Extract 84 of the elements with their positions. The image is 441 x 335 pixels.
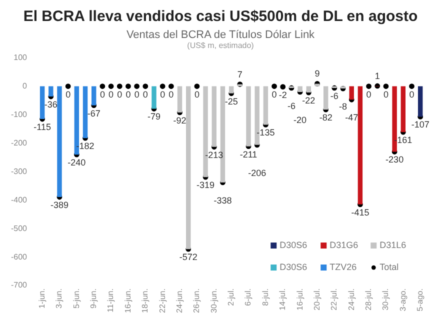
- data-label: 0: [168, 89, 174, 100]
- data-label: 0: [409, 89, 414, 100]
- data-label: -230: [386, 154, 404, 165]
- x-tick-label: 8-jul.: [260, 288, 270, 306]
- data-label: -36: [44, 100, 58, 110]
- x-tick-label: 2-jul.: [226, 288, 236, 306]
- data-label: -338: [214, 195, 232, 206]
- data-label: -240: [68, 158, 86, 168]
- data-label: 0: [66, 89, 71, 100]
- x-tick-label: 5-ago.: [416, 288, 425, 312]
- legend-label: D30S6: [280, 240, 308, 250]
- data-label: -115: [34, 122, 51, 132]
- data-label: -389: [50, 200, 68, 210]
- chart-title: El BCRA lleva vendidos casi US$500m de DL en agosto: [22, 8, 419, 25]
- data-label: 0: [134, 89, 140, 100]
- x-tick-label: 24-jun.: [174, 288, 184, 314]
- y-tick-label: -500: [10, 224, 28, 233]
- data-label: 0: [366, 89, 372, 100]
- data-label: -47: [345, 112, 358, 123]
- legend-label: D31G6: [330, 240, 358, 250]
- y-tick-label: -700: [10, 280, 28, 290]
- data-label: -2: [278, 90, 287, 100]
- data-label: -79: [147, 112, 161, 122]
- legend-label: D31L6: [380, 240, 406, 250]
- y-tick-label: 0: [22, 81, 28, 90]
- x-tick-label: 28-jul.: [364, 288, 373, 310]
- data-label: 0: [108, 89, 114, 100]
- x-tick-label: 5-jun.: [72, 288, 81, 309]
- x-tick-label: 24-jul.: [346, 288, 356, 310]
- data-label: -25: [224, 96, 238, 106]
- x-tick-label: 18-jun.: [140, 288, 150, 314]
- data-label: -67: [87, 108, 100, 118]
- x-tick-label: 14-jul.: [278, 288, 288, 310]
- x-tick-label: 1-jun.: [38, 288, 47, 309]
- data-label: 0: [383, 89, 388, 100]
- data-label: 9: [314, 68, 320, 79]
- x-tick-label: 11-jun.: [106, 288, 116, 312]
- data-label: -572: [179, 252, 198, 262]
- legend-label: Total: [380, 262, 399, 272]
- data-label: -92: [173, 115, 186, 126]
- data-label: -20: [294, 114, 307, 125]
- data-label: -6: [330, 90, 338, 101]
- x-tick-label: 3-ago.: [398, 288, 408, 312]
- x-tick-label: 16-jun.: [123, 288, 132, 314]
- y-tick-label: -600: [10, 252, 28, 262]
- data-label: 0: [160, 89, 166, 100]
- x-tick-label: 20-jul.: [312, 288, 322, 310]
- x-tick-label: 22-jun.: [158, 288, 167, 314]
- x-tick-label: 30-jul.: [381, 288, 390, 310]
- y-tick-label: -400: [10, 195, 28, 204]
- y-tick-label: -100: [10, 110, 28, 119]
- chart-subtitle: Ventas del BCRA de Títulos Dólar Link: [125, 29, 316, 41]
- y-tick-label: 100: [14, 53, 28, 62]
- x-tick-label: 3-jun.: [54, 288, 64, 309]
- data-label: -211: [240, 149, 258, 160]
- x-tick-label: 6-jul.: [244, 288, 253, 306]
- x-tick-label: 30-jun.: [209, 288, 218, 314]
- data-label: 0: [142, 89, 148, 100]
- data-label: -415: [351, 207, 370, 218]
- data-label: 7: [237, 69, 242, 80]
- data-label: -319: [196, 180, 215, 190]
- data-label: -135: [256, 128, 275, 138]
- data-label: 0: [194, 89, 200, 100]
- data-label: 0: [100, 89, 105, 100]
- data-label: -107: [411, 120, 430, 130]
- x-tick-label: 16-jul.: [295, 288, 304, 310]
- data-label: -82: [319, 112, 332, 123]
- data-label: -213: [205, 150, 224, 160]
- x-tick-label: 22-jul.: [330, 288, 339, 310]
- data-label: -206: [248, 168, 266, 178]
- data-label: 0: [126, 89, 131, 100]
- legend-label: D30S6: [280, 262, 308, 272]
- data-label: -6: [287, 100, 296, 111]
- data-label: 0: [272, 89, 277, 100]
- data-label: -22: [302, 96, 316, 106]
- y-tick-label: -200: [10, 138, 28, 148]
- y-tick-label: -300: [10, 166, 28, 176]
- text: (US$ m, estimado): [186, 41, 255, 50]
- data-label: 1: [374, 70, 380, 81]
- x-tick-label: 26-jun.: [192, 288, 202, 314]
- legend-label: TZV26: [330, 262, 357, 272]
- data-label: 0: [117, 89, 122, 100]
- data-label: -8: [339, 102, 348, 112]
- x-tick-label: 9-jun.: [89, 288, 98, 309]
